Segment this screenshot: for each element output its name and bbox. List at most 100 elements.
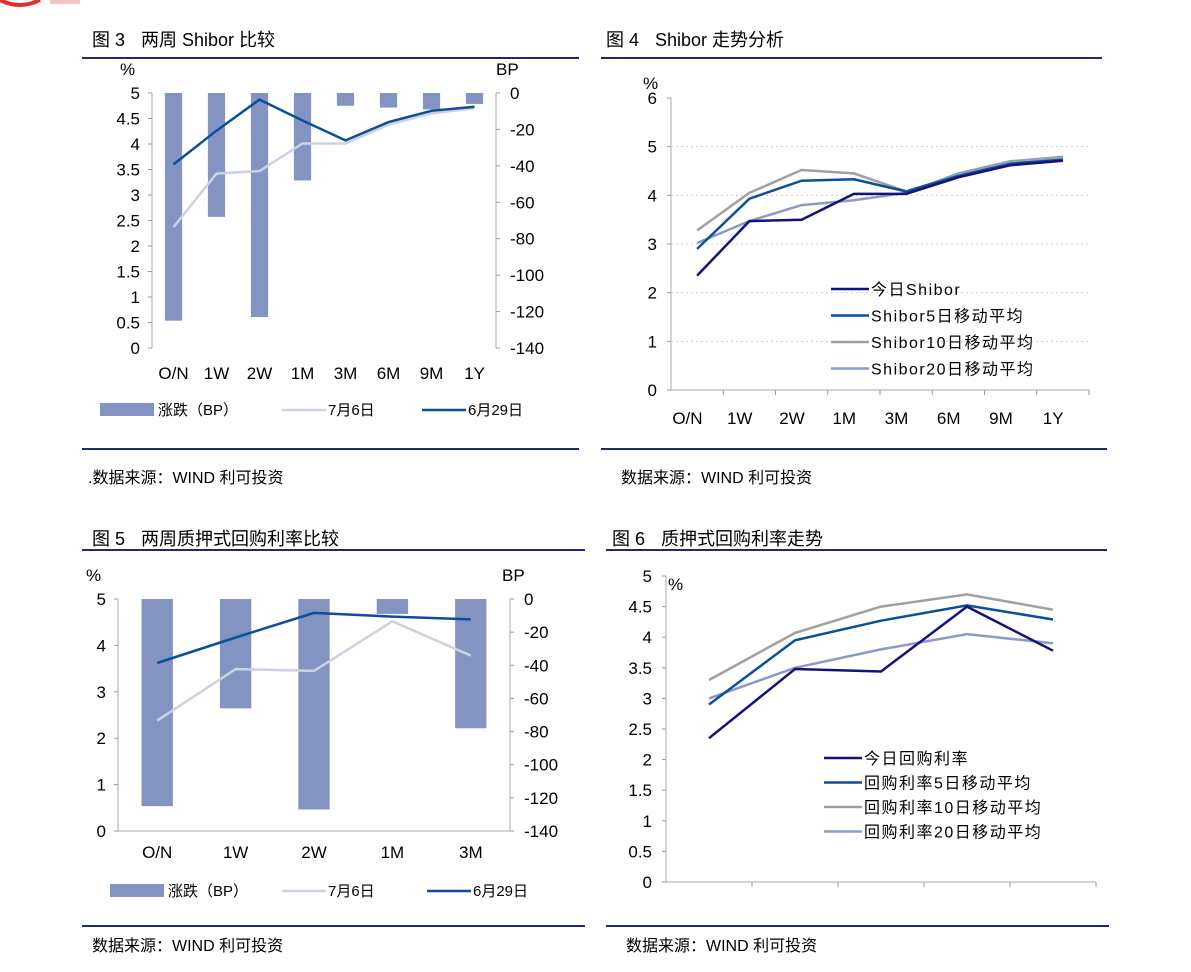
legend-swatch-bar <box>100 403 154 416</box>
bar <box>293 93 312 181</box>
y-left-tick-label: 0.5 <box>116 314 140 333</box>
x-tick-label: 2W <box>301 843 327 862</box>
y-left-tick-label: 1 <box>97 776 106 795</box>
series-line <box>156 611 471 665</box>
figure-6-source: 数据来源：WIND 利可投资 <box>626 938 818 955</box>
figure-3-title: 图 3 两周 Shibor 比较 <box>92 30 276 50</box>
x-tick-label: 2W <box>779 409 805 428</box>
figure-3-top-rule <box>82 57 579 59</box>
x-tick-label: 1W <box>727 409 753 428</box>
y-left-tick-label: 3 <box>131 186 140 205</box>
figure-6-title: 图 6 质押式回购利率走势 <box>612 529 824 549</box>
bar <box>207 93 226 217</box>
x-tick-label: 9M <box>420 364 444 383</box>
figure-3-source: .数据来源：WIND 利可投资 <box>88 470 284 487</box>
chart-figure-6: % 5 4.5 4 3.5 3 2.5 2 1.5 1 0.5 0 今日回购利率回购利率5日移动平均回购… <box>628 567 1097 892</box>
x-tick-label: 1M <box>291 364 315 383</box>
series-line <box>172 107 475 228</box>
series-line <box>708 605 1054 740</box>
y-right-tick-label: -20 <box>524 623 549 642</box>
figure-4-title: 图 4 Shibor 走势分析 <box>606 30 785 50</box>
y-tick-label: 2 <box>648 284 657 303</box>
x-tick-label: 1Y <box>464 364 485 383</box>
y-left-tick-label: 2 <box>131 237 140 256</box>
bar <box>376 599 409 614</box>
y-left-tick-label: 3 <box>97 683 106 702</box>
x-tick-label: 1M <box>832 409 856 428</box>
chart-figure-4: %6 5 4 3 2 1 0 O/N 1W 2W 1M 3M 6M 9M 1Y 今日Shibor Shibor5… <box>643 74 1090 428</box>
y-tick-label: 0 <box>643 873 652 892</box>
y-right-tick-label: -100 <box>510 266 544 285</box>
y-tick-label: 3 <box>648 235 657 254</box>
y-left-unit-label: % <box>120 60 135 79</box>
y-right-tick-label: -140 <box>524 822 558 841</box>
y-left-tick-label: 0 <box>131 339 140 358</box>
series-line <box>708 604 1054 706</box>
legend-label: Shibor20日移动平均 <box>871 361 1035 379</box>
x-tick-label: O/N <box>672 409 702 428</box>
y-left-tick-label: 5 <box>131 84 140 103</box>
legend-label: 涨跌（BP） <box>158 402 238 419</box>
bar <box>379 93 398 108</box>
y-tick-label: 4 <box>648 186 657 205</box>
legend-label: 今日回购利率 <box>864 750 969 768</box>
y-left-unit-label: % <box>86 566 101 585</box>
y-tick-label: 1 <box>643 812 652 831</box>
legend-label: 6月29日 <box>473 883 528 900</box>
x-tick-label: 9M <box>989 409 1013 428</box>
y-tick-label: 5 <box>648 138 657 157</box>
series-line <box>696 159 1064 277</box>
x-tick-label: 1M <box>381 843 405 862</box>
y-right-tick-label: 0 <box>510 84 519 103</box>
x-tick-label: 6M <box>377 364 401 383</box>
legend-label: Shibor10日移动平均 <box>871 334 1035 352</box>
y-left-tick-label: 2 <box>97 729 106 748</box>
x-tick-label: 6M <box>937 409 961 428</box>
y-left-tick-label: 4 <box>131 135 140 154</box>
legend-label: 7月6日 <box>328 883 375 900</box>
x-tick-label: 1Y <box>1043 409 1064 428</box>
chart-figure-5: % BP 5 4 3 2 1 0 0 -20 -40 -60 -80 -100 -120 -140 O/N 1W 2… <box>86 566 558 900</box>
y-tick-label: 0 <box>648 381 657 400</box>
y-tick-label: 6 <box>648 89 657 108</box>
y-unit-label: % <box>668 575 683 594</box>
series-line <box>708 593 1054 682</box>
y-right-tick-label: -80 <box>510 230 535 249</box>
legend-label: 涨跌（BP） <box>168 883 248 900</box>
y-right-tick-label: -60 <box>510 193 535 212</box>
y-left-tick-label: 0 <box>97 822 106 841</box>
legend-label: Shibor5日移动平均 <box>871 308 1024 326</box>
y-right-tick-label: -120 <box>510 303 544 322</box>
y-tick-label: 2 <box>643 751 652 770</box>
y-tick-label: 4 <box>643 628 652 647</box>
bar <box>422 93 441 110</box>
x-tick-label: 1W <box>223 843 249 862</box>
legend-label: 今日Shibor <box>871 281 961 299</box>
chart-figure-3: % BP 5 4.5 4 3.5 3 2.5 2 1.5 1 0.5 0 0 -20 -40 -60 -80 -10… <box>100 60 544 419</box>
figure-4-source: 数据来源：WIND 利可投资 <box>621 470 813 487</box>
y-tick-label: 5 <box>643 567 652 586</box>
series-line <box>708 632 1054 700</box>
y-left-tick-label: 3.5 <box>116 161 140 180</box>
legend-label: 6月29日 <box>468 402 523 419</box>
y-tick-label: 3.5 <box>628 659 652 678</box>
y-left-tick-label: 1.5 <box>116 263 140 282</box>
x-tick-label: 3M <box>885 409 909 428</box>
bar <box>455 599 487 729</box>
x-tick-label: 1W <box>204 364 230 383</box>
y-tick-label: 1.5 <box>628 781 652 800</box>
y-left-tick-label: 5 <box>97 590 106 609</box>
y-right-tick-label: -40 <box>524 656 549 675</box>
bar <box>336 93 355 106</box>
x-tick-label: 2W <box>247 364 273 383</box>
bar <box>219 599 252 709</box>
legend-swatch-bar <box>110 884 164 897</box>
y-tick-label: 0.5 <box>628 842 652 861</box>
y-right-tick-label: 0 <box>524 590 533 609</box>
figure-5-bottom-rule <box>82 925 585 927</box>
legend-label: 回购利率20日移动平均 <box>864 824 1042 842</box>
figure-6-bottom-rule <box>606 925 1109 927</box>
series-line <box>696 158 1063 250</box>
figure-4-bottom-rule <box>601 448 1107 450</box>
y-tick-label: 4.5 <box>628 598 652 617</box>
